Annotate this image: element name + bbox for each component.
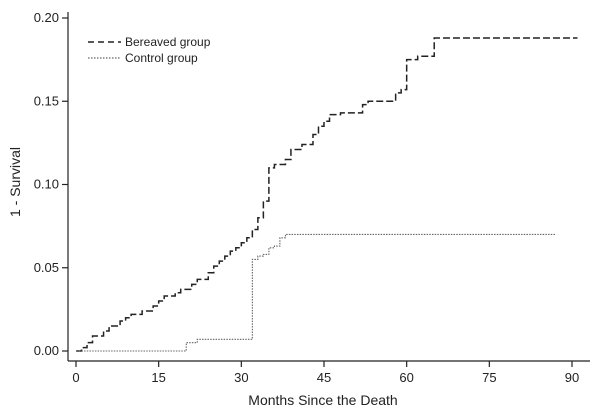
x-tick-label: 30 — [234, 370, 248, 385]
legend: Bereaved group Control group — [88, 35, 211, 65]
x-tick-label: 0 — [72, 370, 79, 385]
y-tick-label: 0.10 — [34, 177, 59, 192]
x-tick-label: 15 — [151, 370, 165, 385]
series-line-bereaved — [76, 37, 578, 352]
y-ticks: 0.00 0.05 0.10 0.15 0.20 — [34, 10, 68, 358]
legend-label-bereaved: Bereaved group — [125, 35, 211, 49]
x-tick-label: 45 — [317, 370, 331, 385]
x-axis-title: Months Since the Death — [248, 392, 397, 408]
y-tick-label: 0.15 — [34, 93, 59, 108]
y-axis-title: 1 - Survival — [7, 147, 23, 217]
x-tick-label: 60 — [399, 370, 413, 385]
y-tick-label: 0.05 — [34, 260, 59, 275]
legend-label-control: Control group — [125, 51, 198, 65]
x-ticks: 0 15 30 45 60 75 90 — [72, 361, 579, 385]
y-tick-label: 0.00 — [34, 343, 59, 358]
y-tick-label: 0.20 — [34, 10, 59, 25]
x-tick-label: 90 — [565, 370, 579, 385]
series-line-control — [76, 233, 556, 352]
x-tick-label: 75 — [482, 370, 496, 385]
series-layer — [76, 37, 578, 352]
